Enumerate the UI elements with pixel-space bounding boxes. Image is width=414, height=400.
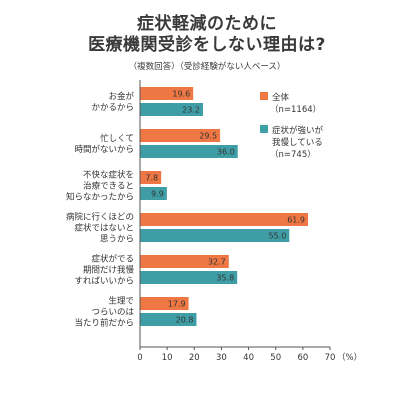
bar-all-5 <box>140 297 189 310</box>
value-label-all-3: 61.9 <box>287 216 305 225</box>
value-label-endure-0: 23.2 <box>182 106 200 115</box>
category-label-2-1: 治療できると <box>83 181 134 192</box>
bar-endure-0 <box>140 103 203 116</box>
category-label-5-2: 当たり前だから <box>74 318 134 329</box>
bar-endure-5 <box>140 313 197 326</box>
x-unit-label: （%） <box>337 352 362 363</box>
bar-all-3 <box>140 213 309 226</box>
bar-all-4 <box>140 255 229 268</box>
value-label-all-4: 32.7 <box>208 258 226 267</box>
x-tick-label-4: 40 <box>243 353 254 363</box>
category-label-1-1: 時間がないから <box>74 144 134 155</box>
bar-endure-3 <box>140 229 290 242</box>
value-label-all-5: 17.9 <box>168 300 186 309</box>
value-label-endure-5: 20.8 <box>176 316 194 325</box>
chart-subtitle: （複数回答）（受診経験がない人ベース） <box>128 62 286 72</box>
category-label-4-1: 期間だけ我慢 <box>83 265 135 276</box>
legend-swatch-all <box>260 92 268 100</box>
legend-endure-name-2: 我慢している <box>272 137 323 148</box>
axes: 0 10 20 30 40 50 60 70 （%） <box>137 80 362 363</box>
legend-all-n: （n=1164） <box>270 104 321 115</box>
legend-endure-name-1: 症状が強いが <box>272 125 324 136</box>
category-label-5-1: つらいのは <box>91 308 134 318</box>
bar-all-2 <box>140 171 162 184</box>
x-tick-label-7: 70 <box>325 353 336 363</box>
category-labels: お金がかかるから忙しくて時間がないから不快な症状を治療できると知らなかったから病… <box>66 91 135 329</box>
bar-all-0 <box>140 87 194 100</box>
value-label-endure-4: 35.8 <box>216 274 234 283</box>
bars-layer: 19.6 23.2 29.536.0 7.8 9.9 61.955.0 32.7 35.8 17… <box>140 87 309 326</box>
legend-all-name: 全体 <box>272 92 290 103</box>
legend-endure-n: （n=745） <box>270 149 316 160</box>
bar-all-1 <box>140 129 221 142</box>
x-tick-label-2: 20 <box>189 353 200 363</box>
category-label-2-2: 知らなかったから <box>66 192 134 203</box>
value-label-all-1: 29.5 <box>199 132 217 141</box>
chart-title-line-2: 医療機関受診をしない理由は? <box>88 35 326 55</box>
value-label-all-0: 19.6 <box>172 90 190 99</box>
category-label-3-2: 思うから <box>100 235 134 245</box>
category-label-0-0: お金が <box>108 91 134 102</box>
value-label-endure-2: 9.9 <box>151 190 164 199</box>
x-tick-label-5: 50 <box>270 353 281 363</box>
value-label-all-2: 7.8 <box>145 174 158 183</box>
value-label-endure-3: 55.0 <box>268 232 286 241</box>
title-block: 症状軽減のために 医療機関受診をしない理由は? （複数回答）（受診経験がない人ベ… <box>0 14 414 72</box>
bar-endure-1 <box>140 145 238 158</box>
category-label-4-2: すればいいから <box>74 277 134 287</box>
bar-endure-4 <box>140 271 238 284</box>
value-label-endure-1: 36.0 <box>217 148 235 157</box>
chart-title-line-1: 症状軽減のために <box>137 14 277 34</box>
category-label-5-0: 生理で <box>108 296 134 307</box>
category-label-3-1: 症状ではないと <box>74 223 134 234</box>
bar-endure-2 <box>140 187 167 200</box>
legend-swatch-endure <box>260 125 268 133</box>
x-tick-label-6: 60 <box>297 353 308 363</box>
category-label-2-0: 不快な症状を <box>83 170 134 181</box>
x-tick-label-0: 0 <box>137 353 142 363</box>
category-label-4-0: 症状がでる <box>91 254 134 265</box>
category-label-1-0: 忙しくて <box>100 133 134 144</box>
category-label-0-1: かかるから <box>91 103 134 113</box>
x-tick-label-3: 30 <box>216 353 227 363</box>
x-tick-label-1: 10 <box>162 353 173 363</box>
category-label-3-0: 病院に行くほどの <box>66 212 134 223</box>
